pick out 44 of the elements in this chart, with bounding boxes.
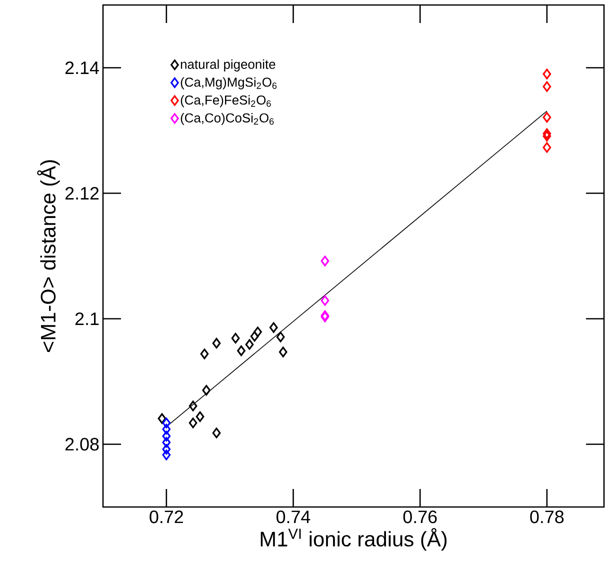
point <box>269 322 278 333</box>
y-tick-label: 2.14 <box>65 61 99 74</box>
point <box>212 428 221 438</box>
point <box>162 424 171 434</box>
x-tick-label: 0.72 <box>150 510 183 524</box>
point <box>542 128 552 139</box>
legend-label: (Ca,Mg)MgSi$_{2}$O$_{6}$ <box>180 77 277 90</box>
point <box>162 437 171 448</box>
point <box>162 444 171 455</box>
point <box>542 81 552 92</box>
point <box>196 411 204 422</box>
point <box>188 418 198 428</box>
y-axis-title: <M1-O> distance (Å) <box>37 160 60 352</box>
point <box>278 346 288 358</box>
point <box>162 418 171 428</box>
x-tick-label: 0.74 <box>276 510 310 524</box>
point <box>162 430 171 442</box>
point <box>320 295 330 306</box>
point <box>200 348 209 360</box>
point <box>231 332 240 344</box>
legend-label: (Ca,Fe)FeSi$_{2}$O$_{6}$ <box>180 95 271 108</box>
point <box>542 68 552 80</box>
legend-label: (Ca,Co)CoSi$_{2}$O$_{6}$ <box>180 112 274 126</box>
point <box>212 338 221 349</box>
point <box>254 326 262 338</box>
point <box>162 450 171 460</box>
x-tick-label: 0.76 <box>403 510 437 524</box>
legend-label: natural pigeonite <box>180 59 276 72</box>
y-tick-label: 2.08 <box>65 438 99 451</box>
x-tick-label: 0.78 <box>530 510 564 524</box>
point <box>542 112 552 123</box>
x-axis-title: M1$^{VI}$ ionic radius (Å) <box>260 528 447 551</box>
point <box>158 413 166 424</box>
point <box>276 332 285 342</box>
y-tick-label: 2.1 <box>75 312 99 326</box>
point <box>188 400 198 412</box>
point <box>542 130 552 142</box>
point <box>542 142 552 153</box>
point <box>320 256 330 266</box>
point <box>245 339 254 350</box>
point <box>202 384 211 396</box>
y-tick-label: 2.12 <box>65 186 99 200</box>
point <box>250 331 259 342</box>
point <box>237 345 246 356</box>
